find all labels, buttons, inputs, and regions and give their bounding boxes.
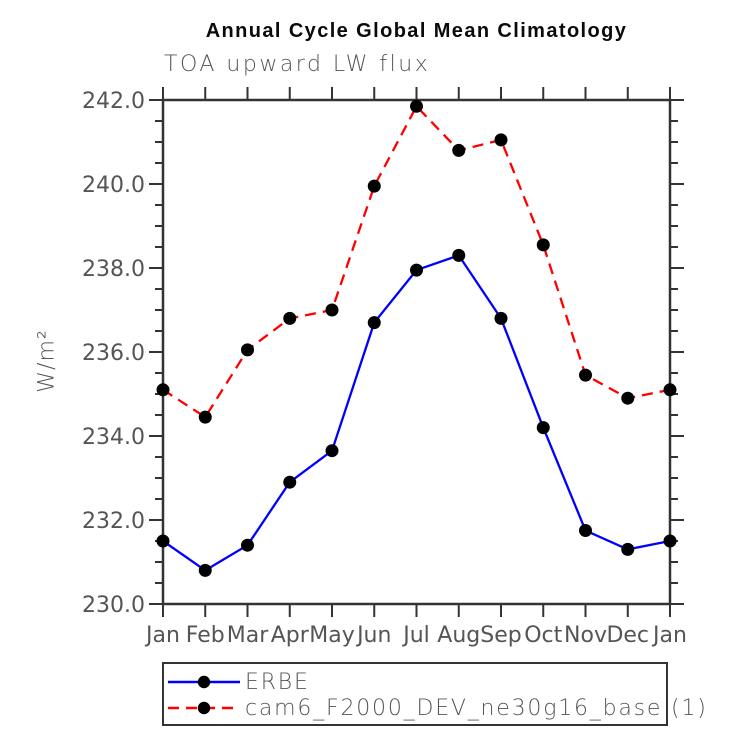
data-point-marker-cam6 <box>621 391 635 405</box>
data-point-marker-cam6 <box>283 311 297 325</box>
y-tick-label: 242.0 <box>82 89 145 114</box>
data-point-marker-cam6 <box>536 238 550 252</box>
x-tick-label: Jan <box>651 623 687 648</box>
x-tick-label: Aug <box>437 623 480 648</box>
data-point-marker-erbe <box>198 563 212 577</box>
data-point-marker-erbe <box>452 248 466 262</box>
legend-row-cam6: cam6_F2000_DEV_ne30g16_base (1) <box>166 695 708 721</box>
data-point-marker-cam6 <box>325 303 339 317</box>
data-point-marker-erbe <box>579 524 592 537</box>
x-tick-label: Sep <box>480 623 521 648</box>
x-tick-label: May <box>309 623 354 648</box>
series-line-erbe <box>162 254 671 572</box>
legend-line-sample-dashed-icon <box>168 701 240 715</box>
legend-label-erbe: ERBE <box>245 669 310 695</box>
legend-row-erbe: ERBE <box>166 669 310 695</box>
y-tick-label: 234.0 <box>82 425 145 450</box>
data-point-marker-cam6 <box>198 410 212 424</box>
legend-marker-dot-icon <box>197 675 211 689</box>
x-tick-label: Jun <box>355 623 391 648</box>
y-tick-label: 236.0 <box>82 341 145 366</box>
data-point-marker-cam6 <box>156 383 170 397</box>
data-point-marker-cam6 <box>494 133 508 147</box>
series-line-cam6 <box>162 104 671 419</box>
x-tick-label: Apr <box>271 623 310 648</box>
data-point-marker-erbe <box>325 444 339 458</box>
y-tick-label: 240.0 <box>82 173 145 198</box>
data-point-marker-cam6 <box>663 383 677 397</box>
data-point-marker-erbe <box>367 316 381 330</box>
y-tick-label: 230.0 <box>82 593 145 618</box>
data-point-marker-erbe <box>283 475 297 489</box>
x-tick-label: Jan <box>144 623 180 648</box>
chart-title: Annual Cycle Global Mean Climatology <box>205 20 628 42</box>
plot-frame <box>161 98 672 606</box>
x-tick-label: Oct <box>524 623 562 648</box>
data-point-marker-cam6 <box>367 179 381 193</box>
x-tick-label: Dec <box>606 623 649 648</box>
y-tick-label: 232.0 <box>82 509 145 534</box>
chart-subtitle: TOA upward LW flux <box>164 52 431 77</box>
x-tick-label: Jul <box>401 623 430 648</box>
data-point-marker-cam6 <box>452 143 466 157</box>
data-point-marker-erbe <box>663 534 677 548</box>
legend-label-cam6: cam6_F2000_DEV_ne30g16_base (1) <box>245 695 708 721</box>
data-point-marker-cam6 <box>241 343 254 357</box>
data-point-marker-erbe <box>494 311 508 325</box>
data-point-marker-erbe <box>156 534 170 548</box>
data-point-marker-erbe <box>536 421 550 435</box>
x-tick-label: Mar <box>227 623 269 648</box>
data-point-marker-erbe <box>241 538 254 552</box>
legend-marker-dot-icon <box>197 701 211 715</box>
data-point-marker-erbe <box>621 542 635 556</box>
data-point-marker-erbe <box>410 263 423 277</box>
legend-line-sample-solid-icon <box>168 675 240 689</box>
data-point-marker-cam6 <box>579 368 592 382</box>
legend-box: ERBE cam6_F2000_DEV_ne30g16_base (1) <box>162 662 706 726</box>
x-tick-label: Feb <box>186 623 225 648</box>
y-tick-label: 238.0 <box>82 257 145 282</box>
data-point-marker-cam6 <box>410 99 423 113</box>
x-tick-label: Nov <box>564 623 607 648</box>
